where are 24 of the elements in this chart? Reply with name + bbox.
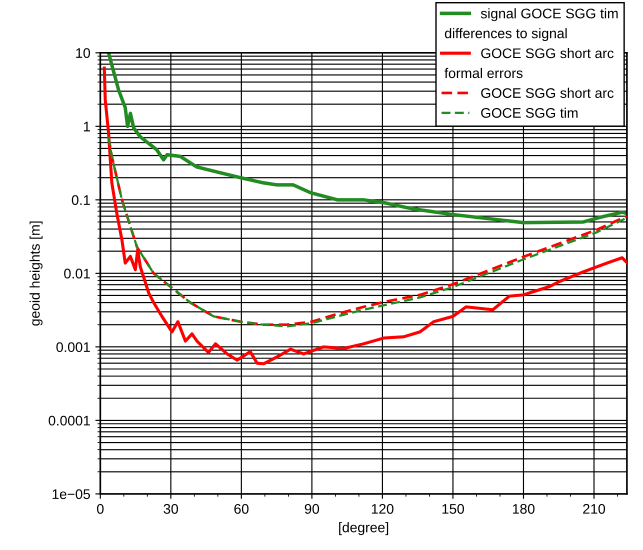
x-tick-label: 0 bbox=[96, 504, 104, 514]
legend-label: GOCE SGG short arc bbox=[481, 88, 614, 98]
line-series bbox=[102, 66, 627, 366]
x-tick-label: 60 bbox=[234, 504, 249, 514]
y-tick-label: 1e−05 bbox=[52, 489, 90, 500]
legend-label: GOCE SGG tim bbox=[481, 108, 578, 118]
legend-label: GOCE SGG short arc bbox=[481, 48, 614, 58]
x-axis-title: [degree] bbox=[339, 522, 388, 536]
y-tick-label: 0.1 bbox=[72, 195, 90, 206]
y-axis-title: geoid heights [m] bbox=[30, 221, 43, 326]
x-tick-label: 120 bbox=[372, 504, 394, 514]
legend-label: signal GOCE SGG tim bbox=[480, 8, 618, 22]
annotation: formal errors bbox=[444, 68, 523, 78]
y-tick-label: 10 bbox=[76, 48, 90, 58]
y-tick-label: 1 bbox=[84, 122, 90, 132]
y-tick-label: 0.001 bbox=[56, 342, 90, 352]
x-tick-label: 150 bbox=[442, 504, 464, 514]
x-tick-label: 180 bbox=[512, 504, 535, 514]
text: differences to signal bbox=[444, 28, 567, 42]
y-tick-label: 0.01 bbox=[64, 268, 90, 279]
x-tick-label: 90 bbox=[304, 504, 320, 514]
x-tick-label: 30 bbox=[164, 504, 178, 514]
y-tick-label: 0.0001 bbox=[48, 416, 90, 426]
x-tick-label: 210 bbox=[583, 504, 606, 514]
